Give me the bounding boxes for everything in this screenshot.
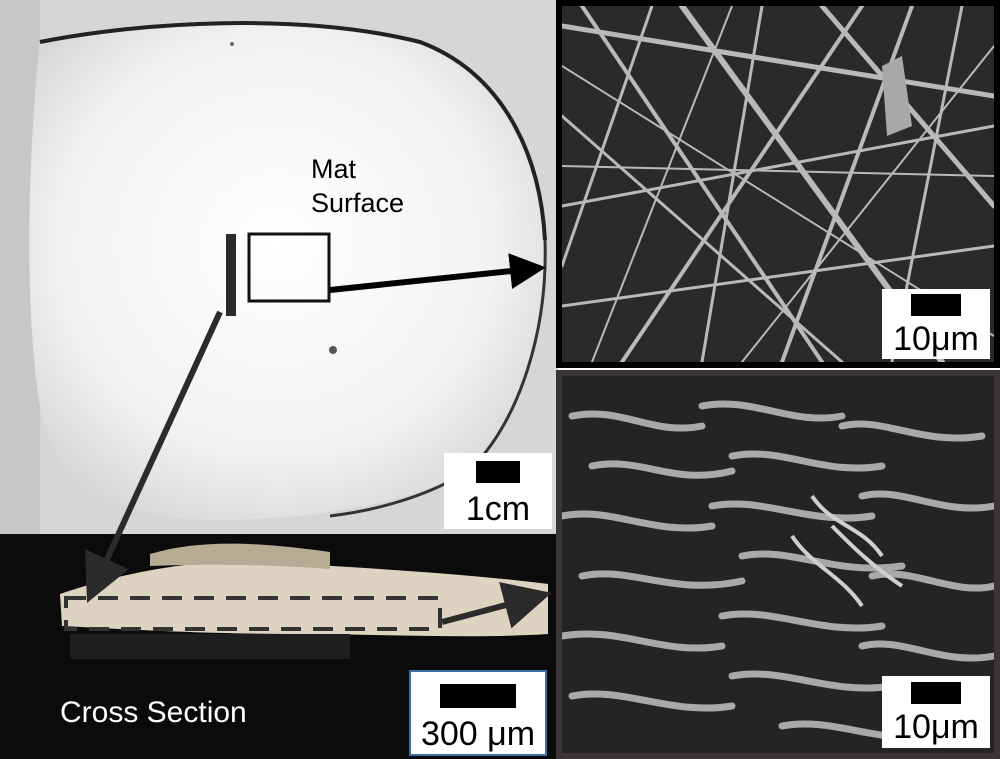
cross-section-scale-box: 300 μm <box>409 670 547 756</box>
sem-cross-section-scale-box: 10μm <box>882 676 990 748</box>
sem-surface-scale-bar <box>911 294 961 316</box>
mat-surface-label: Mat Surface <box>311 152 404 220</box>
surface-selection-box <box>247 232 331 303</box>
mat-surface-label-line2: Surface <box>311 188 405 218</box>
cross-section-selection-box <box>64 596 442 631</box>
cross-section-scale-label: 300 μm <box>420 715 536 753</box>
sem-cross-section-image: 10μm <box>556 370 1000 759</box>
photo-scale-box: 1cm <box>444 453 552 529</box>
sem-cross-section-scale-bar <box>911 682 961 704</box>
cross-section-photo: Cross Section 300 μm <box>0 534 558 759</box>
photo-scale-label: 1cm <box>465 490 531 528</box>
mat-surface-label-line1: Mat <box>311 154 357 184</box>
photo-scale-bar <box>476 461 520 483</box>
cross-section-label: Cross Section <box>60 696 247 729</box>
sem-surface-scale-box: 10μm <box>882 289 990 359</box>
sem-cross-section-scale-label: 10μm <box>893 708 979 746</box>
cross-section-scale-bar <box>440 684 516 708</box>
mat-disc <box>29 21 546 520</box>
mat-photo: Mat Surface 1cm <box>0 0 558 534</box>
sem-surface-scale-label: 10μm <box>893 320 979 358</box>
sem-surface-image: 10μm <box>556 0 1000 368</box>
cross-section-marker <box>226 234 236 316</box>
